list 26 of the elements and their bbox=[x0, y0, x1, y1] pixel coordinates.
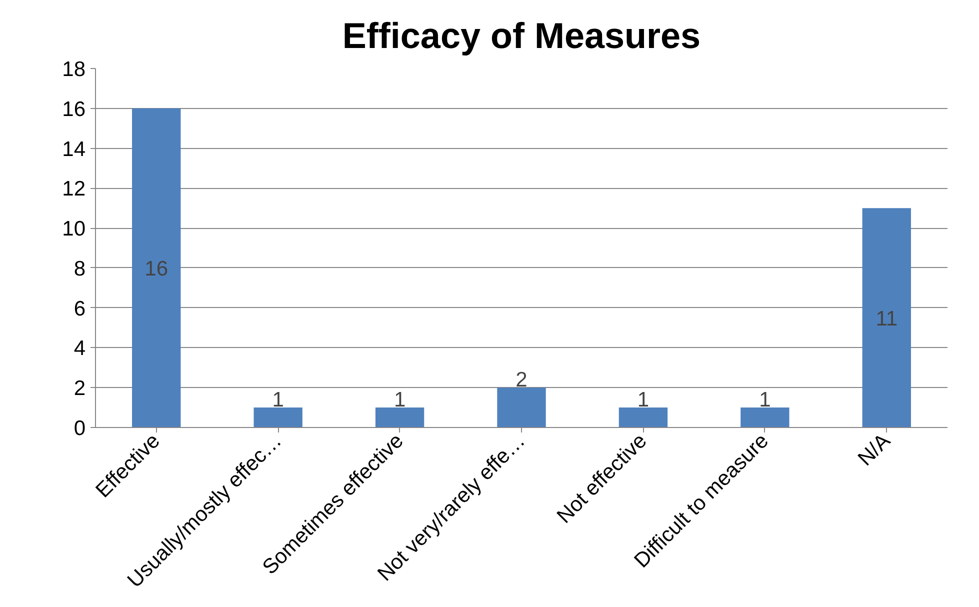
data-label: 1 bbox=[394, 388, 406, 412]
data-label: 1 bbox=[637, 388, 650, 412]
bar bbox=[618, 408, 668, 428]
data-label: 11 bbox=[876, 307, 898, 330]
y-tick-label: 8 bbox=[74, 257, 86, 280]
bar bbox=[740, 408, 790, 428]
data-label: 16 bbox=[144, 257, 168, 280]
bar bbox=[497, 388, 546, 428]
y-tick-label: 12 bbox=[62, 178, 86, 201]
chart-title: Efficacy of Measures bbox=[342, 15, 701, 56]
y-tick-label: 10 bbox=[62, 218, 86, 241]
y-tick-label: 2 bbox=[74, 377, 86, 400]
y-tick-label: 0 bbox=[74, 417, 86, 440]
y-tick-label: 16 bbox=[62, 98, 86, 121]
y-tick-label: 18 bbox=[62, 58, 86, 81]
y-tick-label: 4 bbox=[74, 337, 86, 360]
x-tick-label: N/A bbox=[854, 429, 895, 470]
y-tick-label: 6 bbox=[74, 297, 86, 320]
bar bbox=[862, 208, 911, 428]
bar bbox=[375, 408, 424, 428]
bar bbox=[254, 408, 302, 428]
data-label: 1 bbox=[272, 388, 284, 412]
data-label: 1 bbox=[759, 388, 771, 412]
data-label: 2 bbox=[516, 368, 528, 392]
bar bbox=[132, 108, 181, 428]
y-tick-label: 14 bbox=[62, 138, 86, 161]
